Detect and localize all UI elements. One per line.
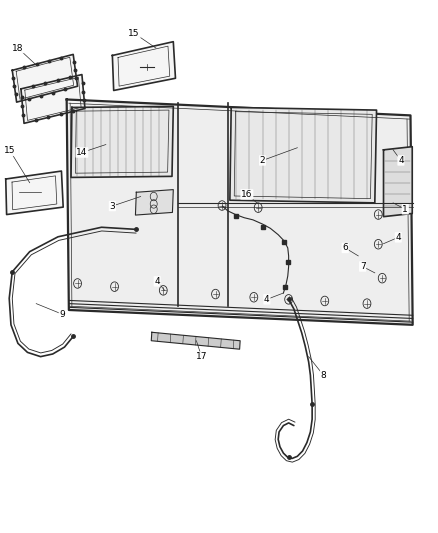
Text: 6: 6 xyxy=(343,244,348,253)
Text: 18: 18 xyxy=(12,44,24,53)
Polygon shape xyxy=(71,107,173,177)
Polygon shape xyxy=(230,108,377,203)
Text: 1: 1 xyxy=(403,205,408,214)
Text: 3: 3 xyxy=(110,201,115,211)
Text: 16: 16 xyxy=(241,190,253,199)
Text: 2: 2 xyxy=(260,156,265,165)
Text: 4: 4 xyxy=(396,233,401,242)
Polygon shape xyxy=(135,190,173,215)
Text: 9: 9 xyxy=(60,310,65,319)
Text: 4: 4 xyxy=(398,156,404,165)
Text: 4: 4 xyxy=(264,295,270,304)
Polygon shape xyxy=(151,332,240,349)
Polygon shape xyxy=(67,100,413,325)
Text: 17: 17 xyxy=(196,352,207,361)
Text: 15: 15 xyxy=(128,29,140,38)
Text: 8: 8 xyxy=(321,370,326,379)
Polygon shape xyxy=(21,75,85,123)
Polygon shape xyxy=(384,147,412,216)
Text: 15: 15 xyxy=(4,147,16,156)
Polygon shape xyxy=(12,54,78,102)
Polygon shape xyxy=(6,171,63,215)
Text: 7: 7 xyxy=(360,262,365,271)
Text: 14: 14 xyxy=(76,148,88,157)
Text: 4: 4 xyxy=(154,277,160,286)
Polygon shape xyxy=(113,42,176,91)
